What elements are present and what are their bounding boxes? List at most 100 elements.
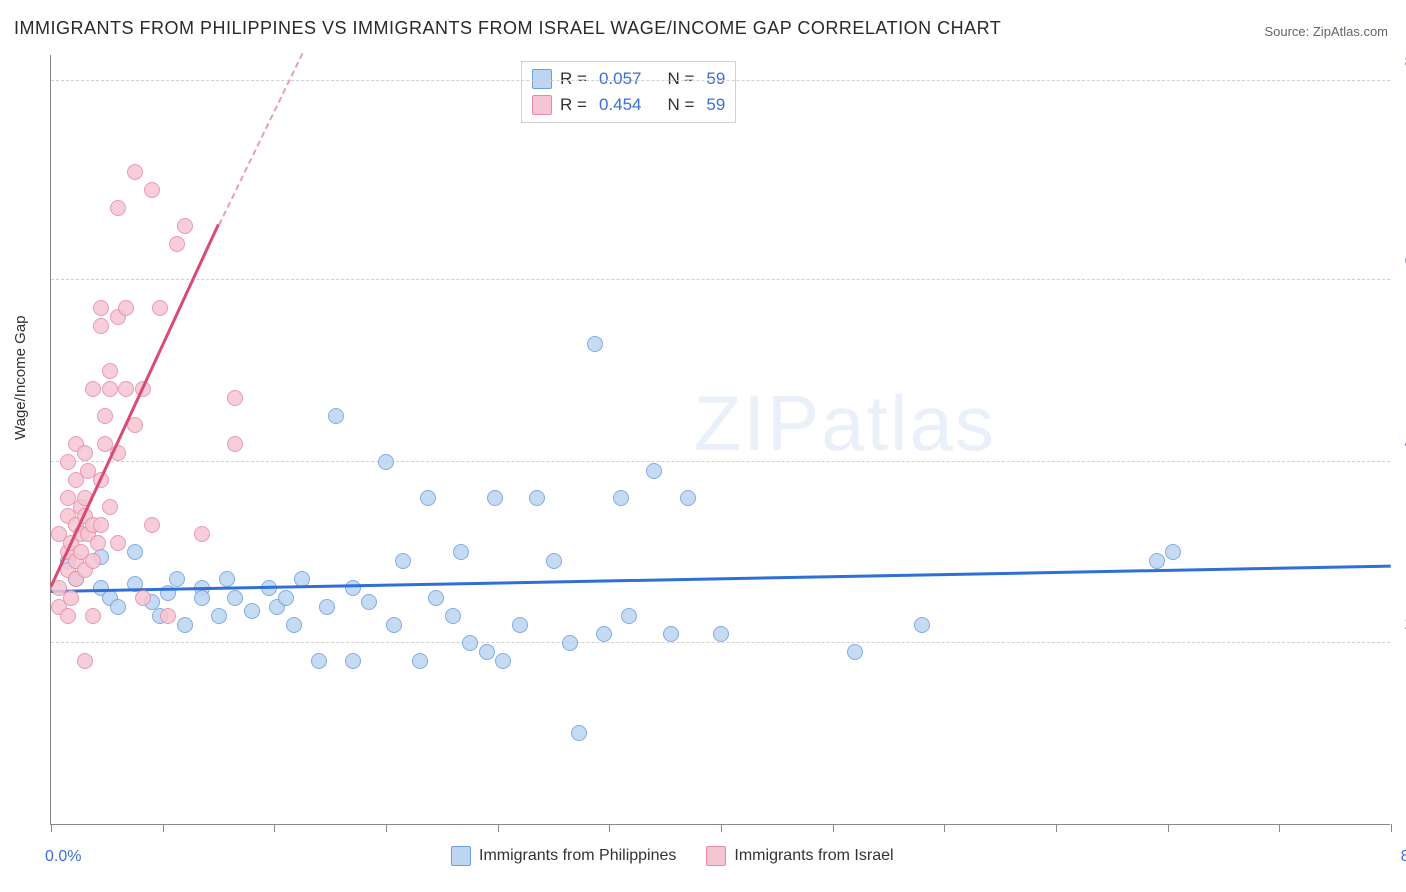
- data-point: [127, 544, 143, 560]
- data-point: [428, 590, 444, 606]
- data-point: [169, 571, 185, 587]
- data-point: [529, 490, 545, 506]
- data-point: [194, 526, 210, 542]
- data-point: [278, 590, 294, 606]
- data-point: [587, 336, 603, 352]
- watermark: ZIPatlas: [694, 378, 996, 469]
- chart-title: IMMIGRANTS FROM PHILIPPINES VS IMMIGRANT…: [14, 18, 1001, 39]
- legend-r-label: R =: [560, 69, 587, 89]
- data-point: [420, 490, 436, 506]
- legend-series: Immigrants from Philippines Immigrants fr…: [451, 846, 894, 866]
- legend-label: Immigrants from Israel: [734, 847, 893, 865]
- legend-n-label: N =: [667, 95, 694, 115]
- data-point: [97, 408, 113, 424]
- data-point: [110, 599, 126, 615]
- data-point: [1149, 553, 1165, 569]
- data-point: [152, 300, 168, 316]
- data-point: [60, 608, 76, 624]
- data-point: [345, 580, 361, 596]
- x-tick: [944, 824, 945, 832]
- data-point: [462, 635, 478, 651]
- data-point: [479, 644, 495, 660]
- data-point: [177, 218, 193, 234]
- y-axis-label: Wage/Income Gap: [12, 315, 29, 440]
- data-point: [102, 499, 118, 515]
- data-point: [487, 490, 503, 506]
- data-point: [713, 626, 729, 642]
- legend-item: Immigrants from Philippines: [451, 846, 676, 866]
- legend-row: R = 0.454 N = 59: [532, 92, 725, 118]
- data-point: [445, 608, 461, 624]
- data-point: [596, 626, 612, 642]
- x-tick: [1056, 824, 1057, 832]
- data-point: [386, 617, 402, 633]
- data-point: [118, 381, 134, 397]
- data-point: [453, 544, 469, 560]
- gridline: [51, 461, 1390, 462]
- legend-label: Immigrants from Philippines: [479, 847, 676, 865]
- data-point: [345, 653, 361, 669]
- data-point: [1165, 544, 1181, 560]
- x-tick: [274, 824, 275, 832]
- data-point: [227, 390, 243, 406]
- legend-r-value: 0.057: [599, 69, 642, 89]
- x-tick: [833, 824, 834, 832]
- data-point: [361, 594, 377, 610]
- data-point: [135, 590, 151, 606]
- x-tick: [1279, 824, 1280, 832]
- data-point: [118, 300, 134, 316]
- data-point: [571, 725, 587, 741]
- x-tick-label-left: 0.0%: [45, 848, 81, 866]
- data-point: [102, 363, 118, 379]
- data-point: [93, 300, 109, 316]
- gridline: [51, 642, 1390, 643]
- x-tick-label-right: 80.0%: [1401, 848, 1406, 866]
- data-point: [85, 381, 101, 397]
- data-point: [127, 164, 143, 180]
- data-point: [680, 490, 696, 506]
- data-point: [219, 571, 235, 587]
- x-tick: [498, 824, 499, 832]
- gridline: [51, 80, 1390, 81]
- legend-n-label: N =: [667, 69, 694, 89]
- legend-r-label: R =: [560, 95, 587, 115]
- data-point: [227, 590, 243, 606]
- data-point: [90, 535, 106, 551]
- data-point: [546, 553, 562, 569]
- legend-row: R =0.057N =59: [532, 66, 725, 92]
- data-point: [194, 590, 210, 606]
- data-point: [110, 200, 126, 216]
- data-point: [110, 535, 126, 551]
- data-point: [562, 635, 578, 651]
- x-tick: [1391, 824, 1392, 832]
- data-point: [177, 617, 193, 633]
- data-point: [77, 445, 93, 461]
- legend-swatch: [532, 69, 552, 89]
- data-point: [93, 318, 109, 334]
- data-point: [847, 644, 863, 660]
- legend-r-value: 0.454: [599, 95, 642, 115]
- x-tick: [721, 824, 722, 832]
- trend-line: [218, 53, 304, 226]
- data-point: [85, 608, 101, 624]
- data-point: [621, 608, 637, 624]
- data-point: [85, 553, 101, 569]
- data-point: [144, 517, 160, 533]
- data-point: [319, 599, 335, 615]
- trend-line: [51, 565, 1391, 593]
- data-point: [102, 381, 118, 397]
- data-point: [914, 617, 930, 633]
- plot-area: ZIPatlas R =0.057N =59R =0.454N =59 Immi…: [50, 55, 1390, 825]
- data-point: [244, 603, 260, 619]
- legend-item: Immigrants from Israel: [706, 846, 893, 866]
- data-point: [495, 653, 511, 669]
- data-point: [613, 490, 629, 506]
- legend-correlation-box: R = 0.057 N = 59R = 0.454 N = 59: [521, 61, 736, 123]
- data-point: [227, 436, 243, 452]
- data-point: [378, 454, 394, 470]
- data-point: [160, 608, 176, 624]
- data-point: [169, 236, 185, 252]
- x-tick: [51, 824, 52, 832]
- legend-n-value: 59: [706, 95, 725, 115]
- legend-swatch: [451, 846, 471, 866]
